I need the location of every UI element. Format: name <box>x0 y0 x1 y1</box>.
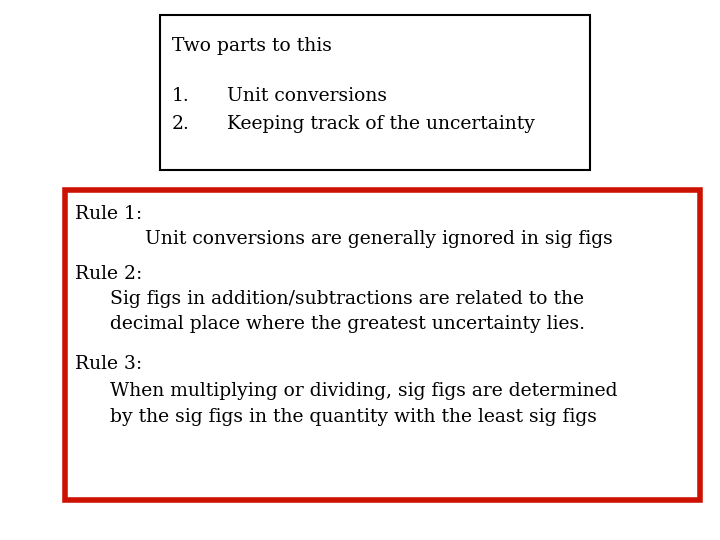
Text: by the sig figs in the quantity with the least sig figs: by the sig figs in the quantity with the… <box>110 408 597 426</box>
Text: 1.: 1. <box>172 87 190 105</box>
Text: 2.: 2. <box>172 115 190 133</box>
Text: Sig figs in addition/subtractions are related to the: Sig figs in addition/subtractions are re… <box>110 290 584 308</box>
Text: Two parts to this: Two parts to this <box>172 37 332 55</box>
Text: Keeping track of the uncertainty: Keeping track of the uncertainty <box>227 115 535 133</box>
Text: Rule 1:: Rule 1: <box>75 205 142 223</box>
Text: Rule 2:: Rule 2: <box>75 265 143 283</box>
Text: When multiplying or dividing, sig figs are determined: When multiplying or dividing, sig figs a… <box>110 382 618 400</box>
Bar <box>160 15 590 170</box>
Text: Unit conversions are generally ignored in sig figs: Unit conversions are generally ignored i… <box>145 230 613 248</box>
Text: decimal place where the greatest uncertainty lies.: decimal place where the greatest uncerta… <box>110 315 585 333</box>
Bar <box>65 190 700 500</box>
Text: Rule 3:: Rule 3: <box>75 355 142 373</box>
Text: Unit conversions: Unit conversions <box>227 87 387 105</box>
